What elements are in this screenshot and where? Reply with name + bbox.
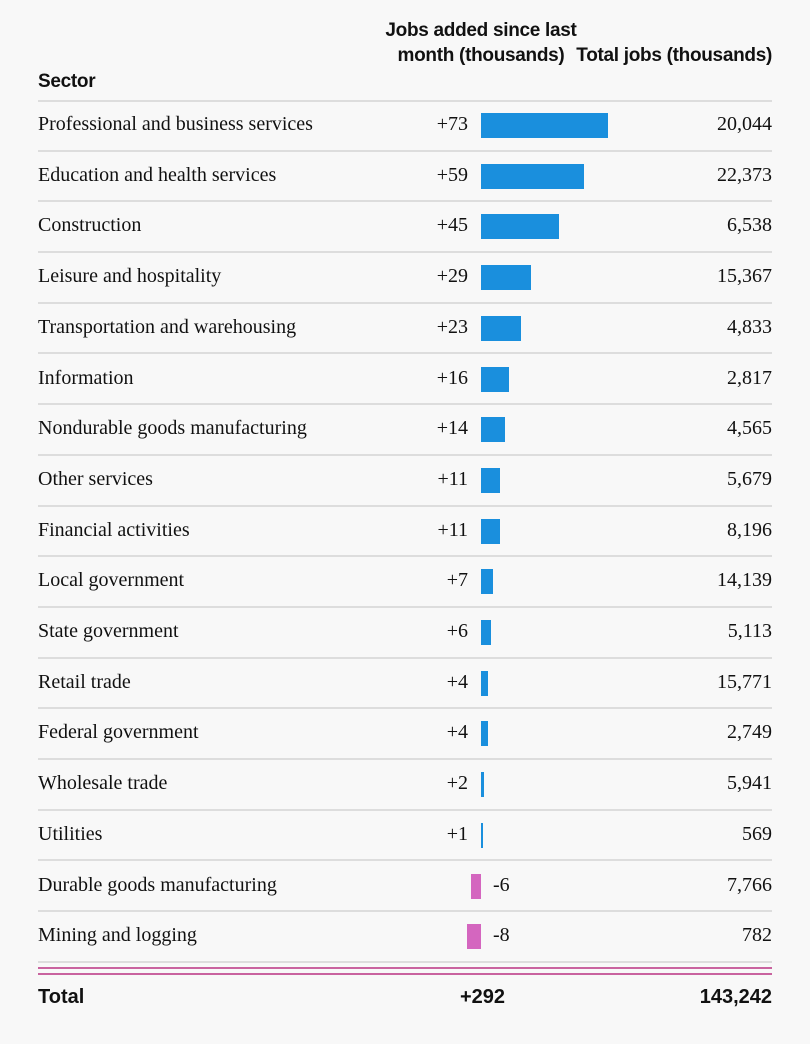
total-jobs-value: 5,679 (727, 467, 772, 490)
positive-bar (481, 315, 522, 341)
table-row: Utilities +1 569 (38, 811, 772, 862)
sector-name: Local government (38, 569, 185, 592)
table-row: Information +16 2,817 (38, 355, 772, 406)
table-row: Wholesale trade +2 5,941 (38, 760, 772, 811)
jobs-added-value: +59 (436, 163, 468, 186)
positive-bar (481, 113, 609, 138)
total-divider (38, 973, 772, 975)
total-jobs: 143,242 (699, 986, 772, 1008)
total-jobs-value: 4,565 (727, 417, 772, 440)
table-row: Financial activities +11 8,196 (38, 507, 772, 558)
positive-bar (481, 772, 485, 798)
table-row: Mining and logging -8 782 (38, 912, 772, 963)
header-sector: Sector (38, 71, 96, 92)
header-jobs-added: Jobs added since last month (thousands) (385, 20, 577, 66)
total-jobs-value: 5,113 (727, 620, 772, 642)
total-jobs-value: 4,833 (727, 315, 772, 338)
jobs-added-value: +11 (437, 518, 468, 541)
positive-bar (481, 366, 509, 392)
total-jobs-value: 7,766 (727, 873, 772, 896)
total-jobs-value: 6,538 (727, 214, 772, 237)
table-row: Other services +11 5,679 (38, 456, 772, 507)
sector-name: Nondurable goods manufacturing (38, 417, 307, 440)
table-row: Nondurable goods manufacturing +14 4,565 (38, 405, 772, 456)
positive-bar (481, 620, 492, 645)
sector-name: Education and health services (38, 163, 277, 186)
total-jobs-value: 8,196 (727, 518, 772, 541)
total-jobs-value: 5,941 (727, 772, 772, 795)
table-row: Local government +7 14,139 (38, 557, 772, 608)
jobs-added-value: +11 (437, 467, 468, 490)
jobs-added-value: +7 (446, 569, 468, 592)
jobs-added-value: -8 (493, 924, 510, 947)
positive-bar (481, 721, 488, 747)
sector-name: Professional and business services (38, 113, 313, 135)
total-jobs-value: 2,817 (727, 366, 772, 389)
table-row: Federal government +4 2,749 (38, 709, 772, 761)
sector-name: Mining and logging (38, 924, 197, 947)
total-jobs-value: 20,044 (717, 113, 772, 135)
total-jobs-value: 2,749 (727, 721, 772, 744)
total-label: Total (38, 986, 85, 1008)
positive-bar (481, 467, 501, 493)
negative-bar (470, 873, 481, 899)
jobs-added-value: +29 (436, 265, 468, 288)
total-divider (38, 967, 772, 969)
table-row: Leisure and hospitality +29 15,367 (38, 253, 772, 304)
jobs-added-value: +14 (436, 417, 468, 440)
total-jobs-value: 14,139 (717, 569, 772, 592)
table-row: Durable goods manufacturing -6 7,766 (38, 862, 772, 913)
total-jobs-value: 22,373 (717, 163, 772, 186)
jobs-added-value: +16 (436, 366, 468, 389)
total-jobs-value: 15,771 (717, 670, 772, 693)
positive-bar (481, 417, 506, 443)
jobs-added-value: +45 (436, 214, 468, 237)
sector-name: State government (38, 620, 179, 642)
positive-bar (481, 163, 584, 189)
sector-name: Retail trade (38, 670, 131, 693)
sector-name: Durable goods manufacturing (38, 873, 277, 896)
sector-name: Financial activities (38, 518, 190, 541)
sector-name: Other services (38, 467, 153, 490)
negative-bar (467, 924, 481, 950)
jobs-added-value: +23 (436, 315, 468, 338)
table-row: Professional and business services +73 20,… (38, 101, 772, 152)
sector-name: Transportation and warehousing (38, 315, 297, 338)
total-jobs-value: 782 (742, 924, 772, 947)
jobs-added-value: -6 (493, 873, 510, 896)
sector-name: Information (38, 366, 134, 389)
total-jobs-value: 569 (742, 822, 772, 845)
jobs-added-value: +2 (446, 772, 468, 795)
jobs-added-value: +6 (446, 620, 468, 642)
jobs-added-value: +4 (446, 721, 468, 744)
jobs-added-value: +4 (446, 670, 468, 693)
sector-name: Wholesale trade (38, 772, 168, 795)
sector-name: Utilities (38, 822, 103, 845)
jobs-added-value: +73 (436, 113, 468, 135)
header-total-jobs: Total jobs (thousands) (576, 45, 772, 66)
table-row: Retail trade +4 15,771 (38, 659, 772, 710)
table-row: Construction +45 6,538 (38, 202, 772, 254)
positive-bar (481, 265, 532, 291)
total-jobs-value: 15,367 (717, 265, 772, 288)
sector-name: Leisure and hospitality (38, 265, 222, 288)
sector-name: Federal government (38, 721, 199, 744)
positive-bar (481, 670, 488, 696)
table-row: Education and health services +59 22,373 (38, 152, 772, 203)
sector-name: Construction (38, 214, 142, 237)
table-row: Transportation and warehousing +23 4,833 (38, 304, 772, 355)
table-row: State government +6 5,113 (38, 608, 772, 659)
total-jobs-added: +292 (459, 986, 505, 1008)
jobs-added-value: +1 (446, 822, 468, 845)
positive-bar (481, 822, 483, 848)
positive-bar (481, 518, 501, 544)
positive-bar (481, 569, 494, 595)
positive-bar (481, 214, 560, 240)
header-divider (38, 100, 772, 102)
